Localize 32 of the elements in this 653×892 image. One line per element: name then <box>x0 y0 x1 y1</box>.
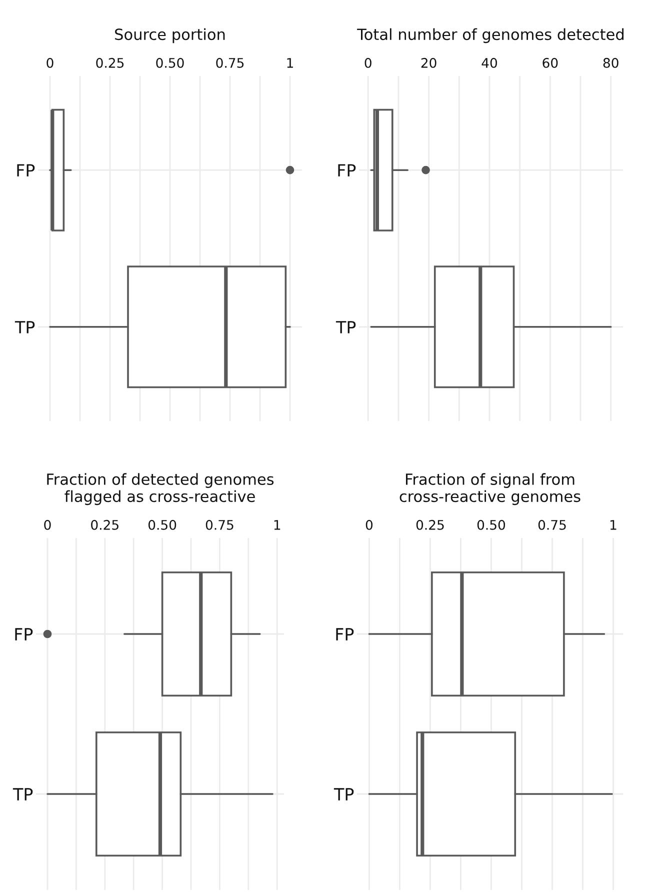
x-tick-label: 0 <box>366 520 373 530</box>
x-tick-label: 20 <box>421 58 436 68</box>
x-tick-label: 1 <box>274 520 280 530</box>
y-tick-label: TP <box>14 321 35 334</box>
chart-title: Fraction of signal from cross-reactive genomes <box>400 473 580 506</box>
x-tick-label: 0.75 <box>538 520 566 530</box>
x-tick-label: 0 <box>46 58 54 68</box>
chart-title: Source portion <box>115 28 225 44</box>
x-tick-label: 0.25 <box>91 520 118 530</box>
x-tick-label: 0.50 <box>477 520 506 530</box>
x-tick-label: 60 <box>542 58 558 68</box>
chart-title: Total number of genomes detected <box>357 28 624 44</box>
chart-title: Fraction of detected genomes flagged as cross-reactive <box>47 473 274 506</box>
x-tick-label: 0.75 <box>216 58 244 68</box>
y-tick-label: FP <box>338 164 356 176</box>
x-tick-label: 1 <box>287 58 293 68</box>
y-tick-label: TP <box>12 788 33 800</box>
x-tick-label: 0.25 <box>416 520 444 530</box>
x-tick-label: 0.75 <box>206 520 234 530</box>
y-tick-label: TP <box>336 321 356 334</box>
y-tick-label: FP <box>15 628 33 640</box>
x-tick-label: 0 <box>44 520 51 530</box>
y-tick-label: FP <box>17 164 35 176</box>
x-tick-label: 80 <box>603 58 618 68</box>
y-tick-label: TP <box>334 788 354 800</box>
x-tick-label: 0 <box>364 58 372 68</box>
x-tick-label: 40 <box>482 58 497 68</box>
y-tick-label: FP <box>336 628 354 640</box>
x-tick-label: 0.50 <box>148 520 176 530</box>
x-tick-label: 0.50 <box>156 58 184 68</box>
x-tick-label: 1 <box>610 520 616 530</box>
x-tick-label: 0.25 <box>96 58 124 68</box>
